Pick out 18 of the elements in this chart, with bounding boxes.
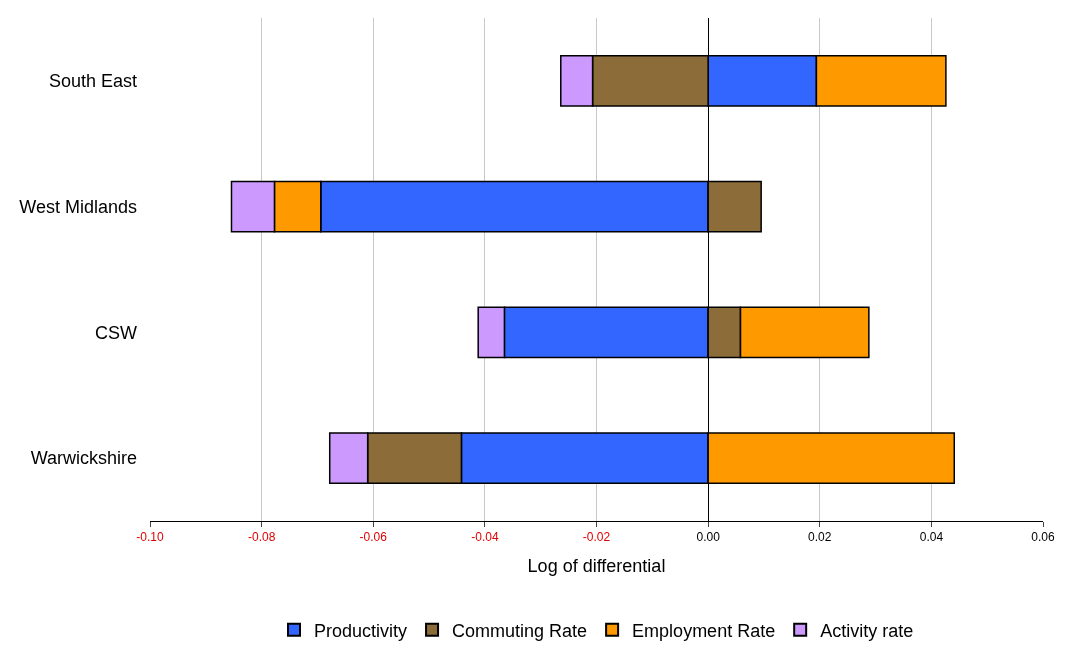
x-tick-label: -0.08	[247, 530, 276, 545]
y-tick-label: CSW	[95, 322, 137, 343]
x-tick-label: 0.02	[808, 530, 832, 545]
x-tick-label: 0.04	[919, 530, 944, 545]
x-tick-label: -0.02	[582, 530, 611, 545]
legend-label: Employment Rate	[632, 620, 776, 641]
x-tick-label: -0.04	[471, 530, 499, 545]
y-tick-label: South East	[48, 71, 137, 92]
legend-label: Productivity	[314, 620, 408, 641]
y-tick-label: Warwickshire	[30, 448, 137, 469]
x-tick-label: 0.00	[696, 530, 721, 545]
x-axis-title: Log of differential	[527, 555, 666, 576]
legend-label: Commuting Rate	[452, 620, 588, 641]
y-tick-label: West Midlands	[19, 196, 137, 217]
x-tick-label: -0.10	[136, 530, 164, 545]
legend-label: Activity rate	[820, 620, 914, 641]
x-tick-label: 0.06	[1031, 530, 1055, 545]
x-tick-label: -0.06	[359, 530, 388, 545]
